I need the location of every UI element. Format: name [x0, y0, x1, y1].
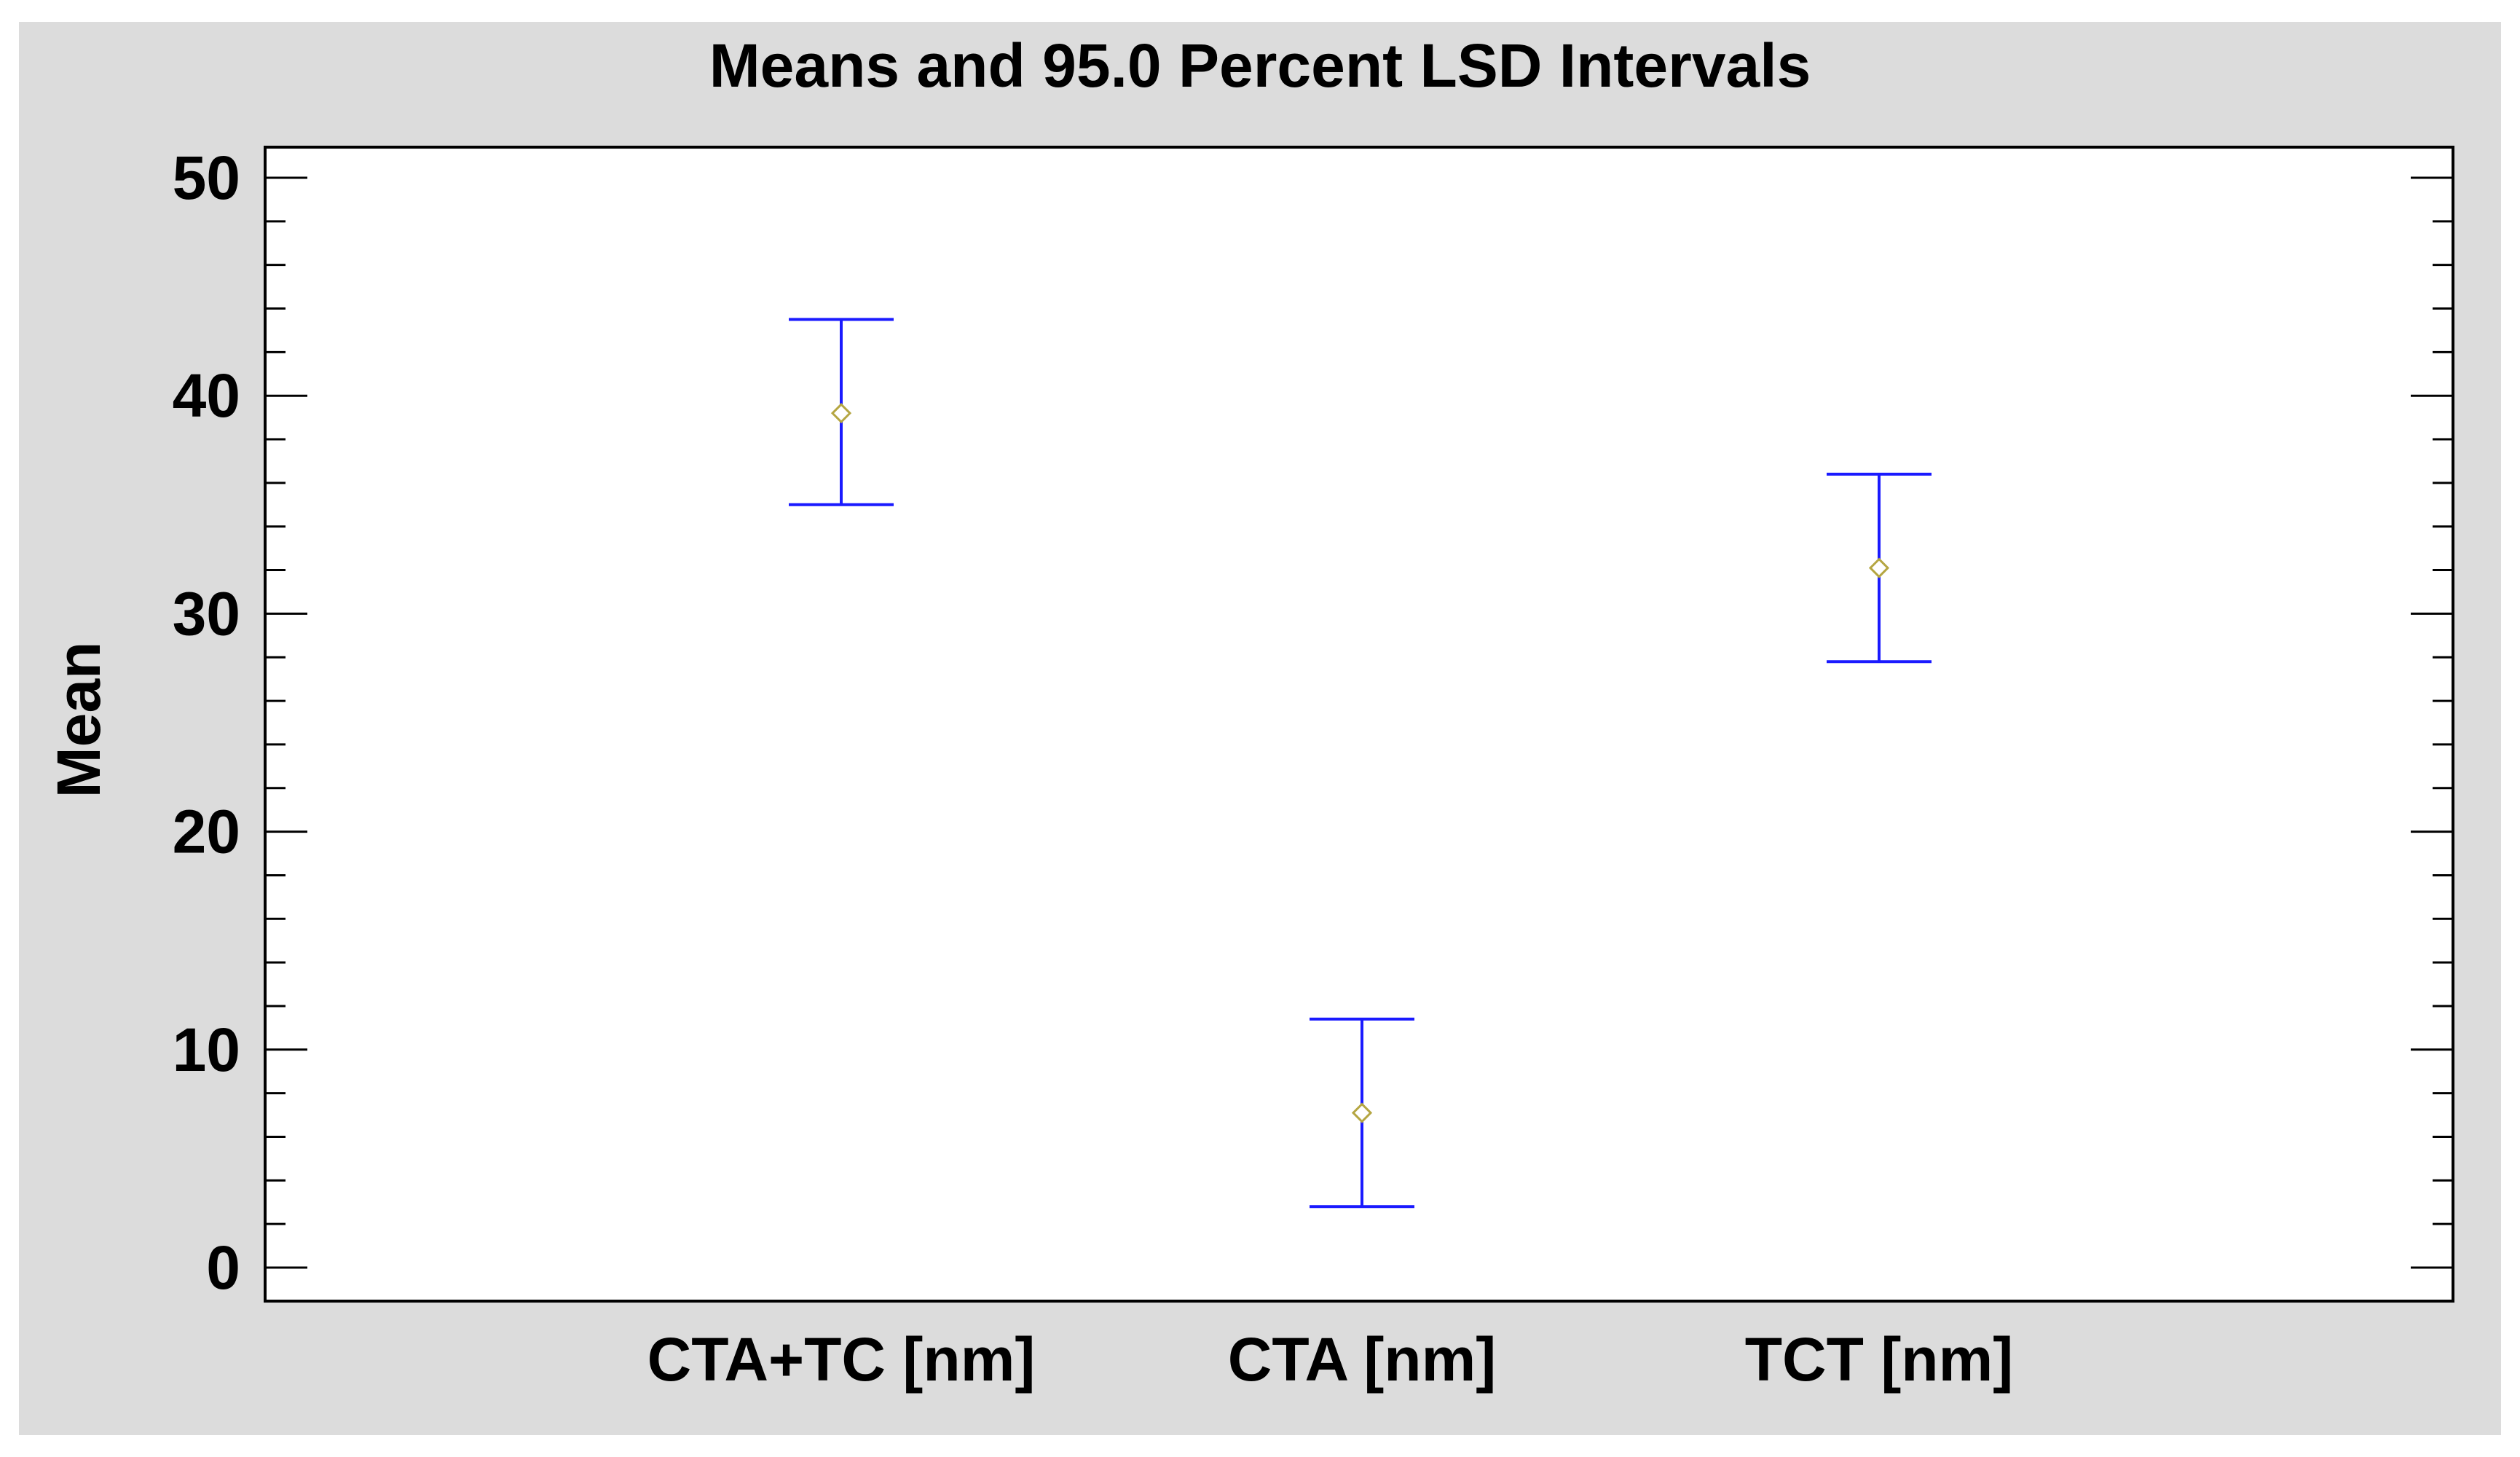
y-tick-label: 20 — [173, 798, 240, 866]
y-tick-label: 10 — [173, 1016, 240, 1084]
y-tick-label: 0 — [206, 1233, 240, 1302]
x-category-label: TCT [nm] — [1745, 1325, 2014, 1394]
x-category-label: CTA [nm] — [1228, 1325, 1497, 1394]
y-tick-label: 30 — [173, 579, 240, 648]
y-tick-label: 40 — [173, 361, 240, 430]
mean-marker — [1351, 1102, 1373, 1123]
axis-ticks — [265, 176, 2453, 1269]
lsd-intervals — [789, 318, 1932, 1209]
x-category-label: CTA+TC [nm] — [647, 1325, 1036, 1394]
plot-area — [264, 146, 2454, 1303]
x-tick-labels: CTA+TC [nm] CTA [nm] TCT [nm] — [647, 1325, 2014, 1394]
chart-title: Means and 95.0 Percent LSD Intervals — [709, 31, 1811, 100]
mean-marker — [1868, 557, 1890, 578]
mean-marker — [830, 403, 852, 424]
y-tick-label: 50 — [173, 144, 240, 212]
y-tick-labels: 0 10 20 30 40 50 — [173, 144, 240, 1302]
